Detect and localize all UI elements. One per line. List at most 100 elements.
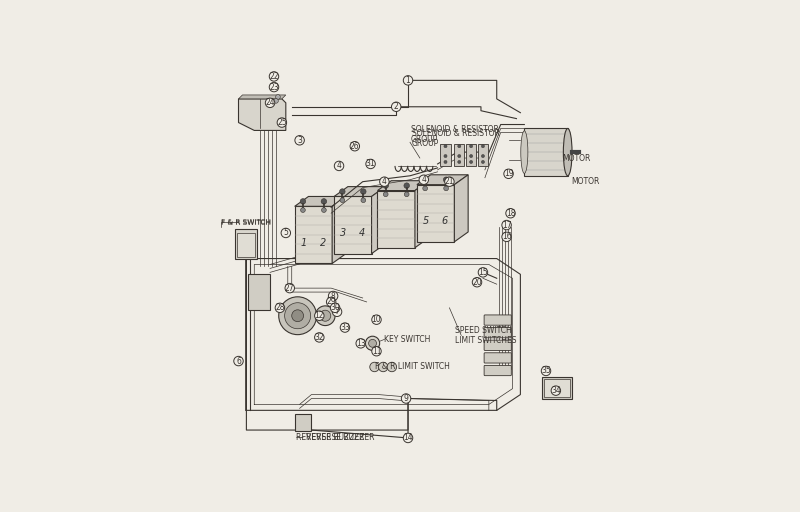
Circle shape [444, 160, 447, 163]
FancyBboxPatch shape [484, 353, 511, 363]
Text: 11: 11 [372, 347, 382, 356]
Circle shape [542, 366, 550, 376]
FancyBboxPatch shape [524, 129, 568, 176]
Circle shape [339, 189, 345, 194]
Text: 3: 3 [297, 136, 302, 145]
Circle shape [301, 208, 306, 212]
Circle shape [275, 303, 285, 312]
Text: 14: 14 [403, 434, 413, 442]
Text: 5: 5 [423, 216, 430, 226]
Text: KEY SWITCH: KEY SWITCH [384, 335, 430, 344]
Circle shape [369, 339, 377, 347]
Text: 33: 33 [340, 323, 350, 332]
FancyBboxPatch shape [454, 144, 465, 166]
Circle shape [470, 144, 473, 148]
Circle shape [366, 159, 375, 168]
Circle shape [458, 144, 461, 148]
Circle shape [274, 98, 278, 103]
Ellipse shape [521, 131, 528, 174]
Polygon shape [238, 95, 286, 99]
FancyBboxPatch shape [484, 328, 511, 338]
Polygon shape [378, 181, 429, 190]
Circle shape [387, 362, 397, 372]
Text: 34: 34 [551, 386, 561, 395]
Circle shape [234, 356, 243, 366]
Circle shape [470, 160, 473, 163]
FancyBboxPatch shape [248, 274, 270, 310]
Circle shape [422, 177, 428, 182]
Circle shape [458, 160, 461, 163]
Text: — REVERSE BUZZER: — REVERSE BUZZER [296, 434, 374, 442]
Text: 15: 15 [478, 268, 488, 277]
Text: MOTOR: MOTOR [572, 177, 600, 186]
Text: 1: 1 [406, 76, 410, 85]
Circle shape [444, 155, 447, 158]
Text: 6: 6 [442, 216, 448, 226]
Circle shape [300, 199, 306, 204]
Text: 4: 4 [337, 161, 342, 170]
Circle shape [361, 189, 366, 194]
Text: 4: 4 [382, 177, 387, 186]
Circle shape [444, 144, 447, 148]
Circle shape [330, 303, 340, 312]
Text: 4: 4 [359, 228, 366, 238]
Text: 20: 20 [472, 278, 482, 287]
Circle shape [551, 386, 561, 395]
FancyBboxPatch shape [234, 229, 258, 259]
FancyBboxPatch shape [295, 414, 311, 431]
Polygon shape [294, 206, 332, 264]
Circle shape [314, 311, 324, 321]
Polygon shape [378, 190, 415, 248]
Text: 32: 32 [314, 333, 324, 342]
Text: 28: 28 [275, 303, 285, 312]
Circle shape [314, 333, 324, 342]
Text: 2: 2 [394, 102, 398, 111]
Polygon shape [371, 186, 386, 253]
Circle shape [404, 183, 410, 188]
Text: 12: 12 [314, 311, 324, 320]
FancyBboxPatch shape [484, 366, 511, 376]
FancyBboxPatch shape [440, 144, 450, 166]
Text: 30: 30 [330, 303, 340, 312]
Circle shape [328, 291, 338, 301]
Ellipse shape [563, 129, 572, 176]
FancyBboxPatch shape [478, 144, 488, 166]
Polygon shape [334, 186, 386, 197]
Circle shape [458, 155, 461, 158]
Circle shape [506, 208, 515, 218]
Circle shape [378, 362, 388, 372]
Text: F & R LIMIT SWITCH: F & R LIMIT SWITCH [374, 362, 450, 372]
Polygon shape [417, 175, 468, 185]
Text: 2: 2 [320, 238, 326, 248]
FancyBboxPatch shape [544, 379, 570, 397]
Polygon shape [417, 185, 454, 242]
Circle shape [482, 155, 485, 158]
Polygon shape [454, 175, 468, 242]
Circle shape [445, 177, 454, 186]
Text: SOLENOID & RESISTOR
GROUP: SOLENOID & RESISTOR GROUP [412, 129, 500, 148]
Circle shape [502, 232, 511, 242]
Circle shape [482, 160, 485, 163]
Circle shape [391, 102, 401, 112]
Text: F & R SWITCH: F & R SWITCH [221, 220, 270, 226]
Text: 4: 4 [422, 175, 426, 184]
Text: 23: 23 [269, 82, 278, 92]
Circle shape [470, 155, 473, 158]
Text: 10: 10 [372, 315, 382, 324]
Circle shape [403, 433, 413, 443]
Text: SPEED SWITCH
LIMIT SWITCHES: SPEED SWITCH LIMIT SWITCHES [455, 326, 517, 345]
Circle shape [372, 347, 382, 356]
Circle shape [281, 228, 290, 238]
Circle shape [504, 169, 514, 179]
Text: 27: 27 [285, 284, 294, 293]
Text: REVERSE BUZZER: REVERSE BUZZER [296, 434, 364, 442]
Circle shape [366, 336, 380, 350]
Circle shape [472, 278, 482, 287]
Circle shape [270, 72, 278, 81]
Text: 8: 8 [330, 291, 335, 301]
Circle shape [334, 161, 344, 170]
Circle shape [383, 192, 388, 197]
Circle shape [361, 198, 366, 203]
Circle shape [404, 192, 409, 197]
Text: 21: 21 [445, 177, 454, 186]
